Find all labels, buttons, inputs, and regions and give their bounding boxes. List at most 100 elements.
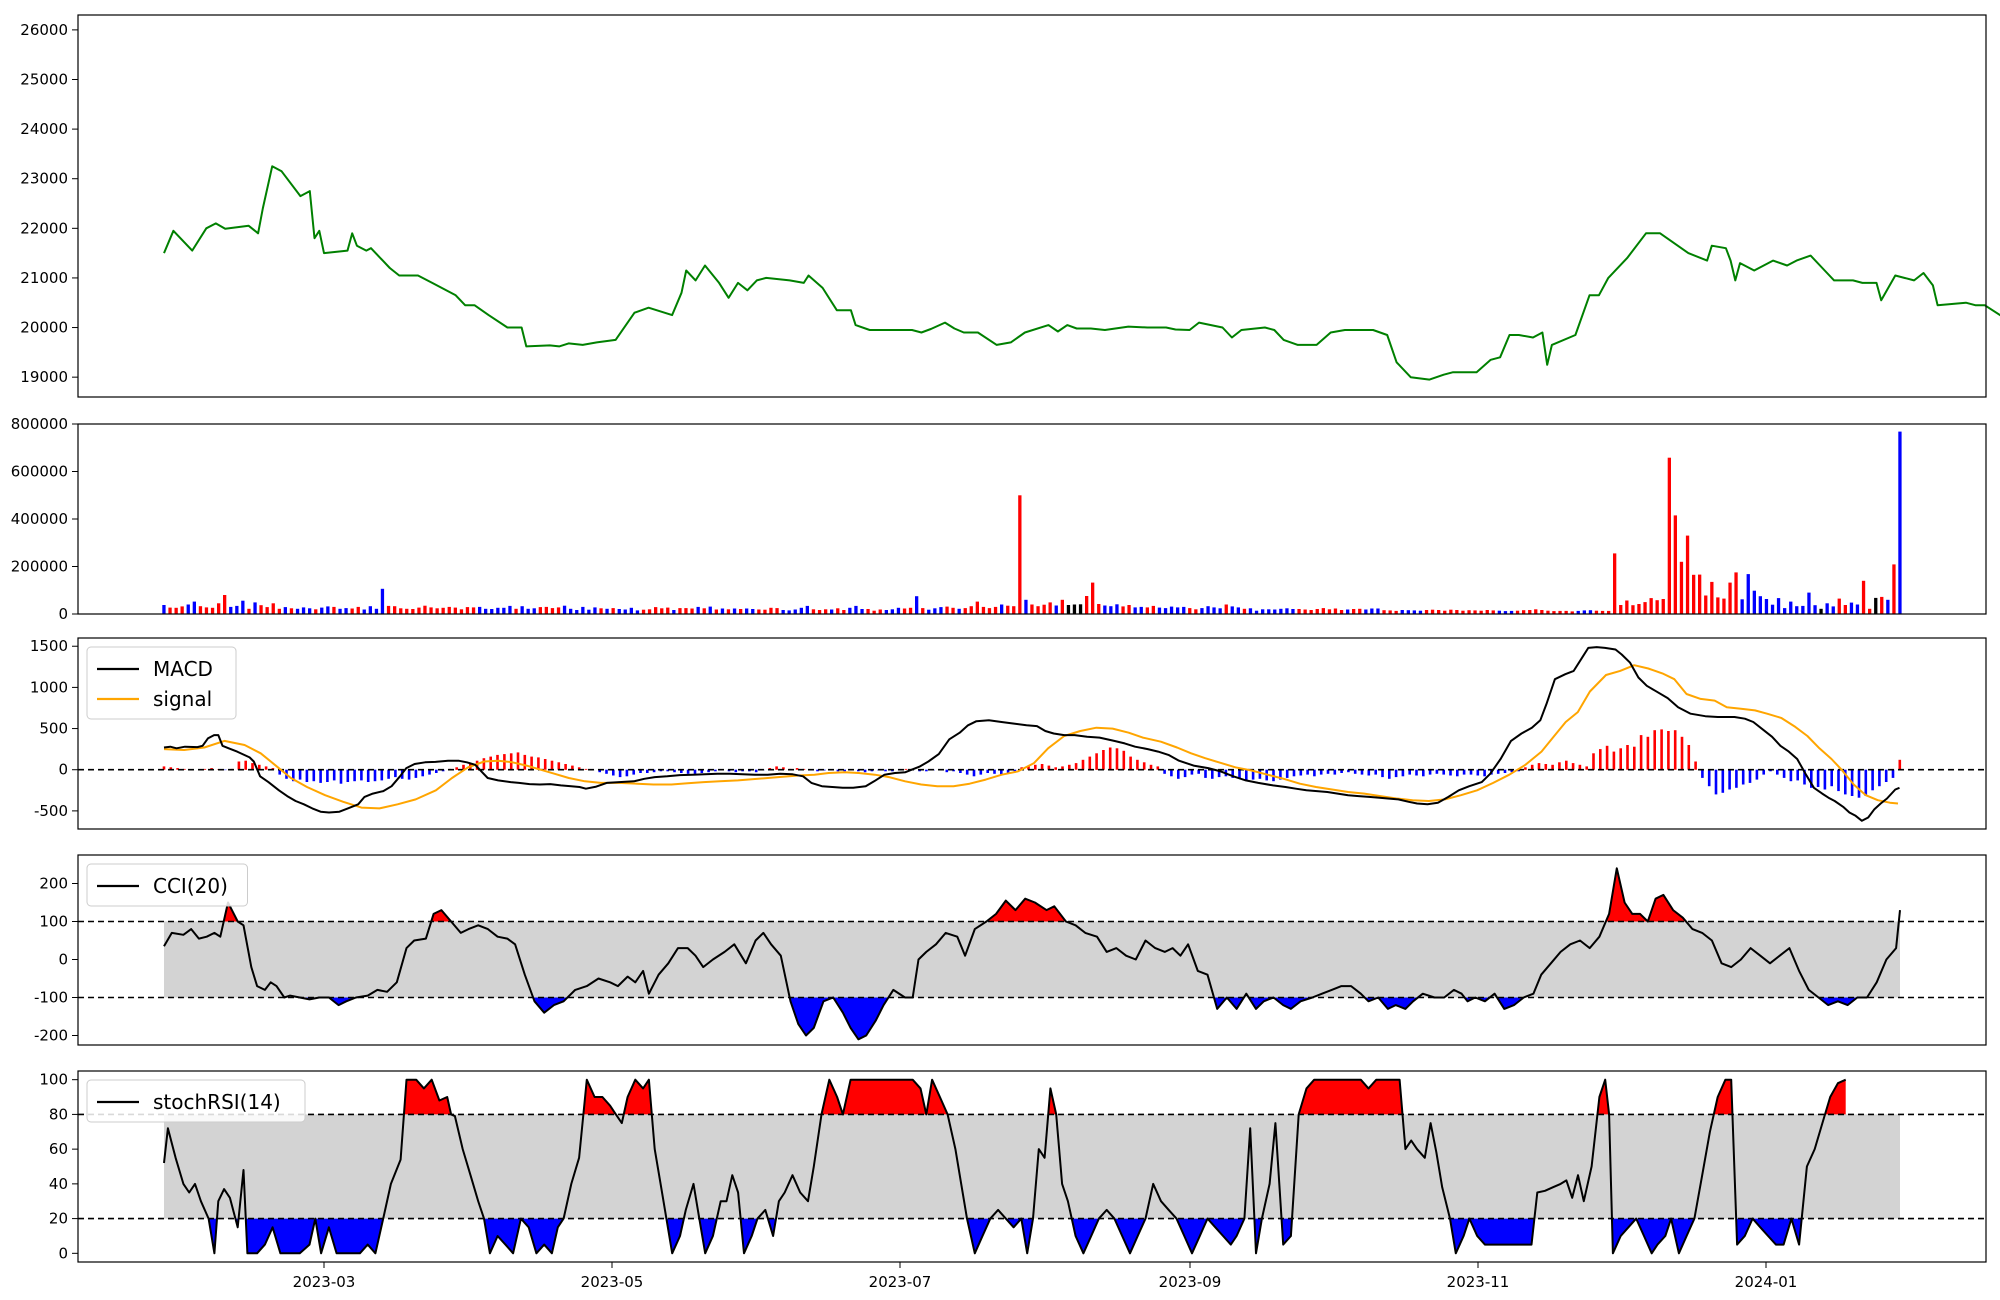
macd-histogram-bar: [1830, 769, 1833, 787]
volume-bar: [654, 607, 658, 614]
volume-bar: [1861, 580, 1866, 615]
macd-histogram-bar: [162, 766, 166, 770]
volume-bar: [320, 607, 324, 614]
volume-bar: [739, 609, 743, 614]
volume-bar: [198, 606, 203, 614]
volume-bar: [878, 609, 882, 614]
volume-bar: [289, 608, 294, 614]
stoch-ytick-label: 80: [49, 1105, 68, 1123]
volume-bar: [702, 608, 706, 614]
volume-bar: [1212, 607, 1216, 614]
macd-histogram-bar: [346, 769, 350, 782]
volume-bar: [283, 607, 287, 614]
macd-histogram-bar: [1782, 769, 1786, 778]
volume-bar: [1528, 610, 1532, 614]
macd-histogram-bar: [843, 769, 846, 772]
macd-histogram-bar: [1129, 756, 1132, 770]
volume-bar: [1018, 495, 1022, 615]
volume-bar: [1285, 608, 1289, 614]
volume-bar: [1679, 561, 1684, 615]
volume-bar: [854, 605, 858, 614]
volume-bar: [1825, 603, 1829, 614]
volume-bar: [1109, 606, 1113, 614]
volume-bar: [672, 610, 676, 614]
volume-bar: [447, 606, 451, 614]
macd-histogram-bar: [1102, 750, 1105, 770]
volume-bar: [1631, 605, 1635, 614]
volume-bar: [1534, 609, 1538, 615]
macd-histogram-bar: [1170, 769, 1173, 777]
macd-histogram-bar: [1211, 769, 1214, 779]
macd-histogram-bar: [1537, 763, 1541, 770]
macd-histogram-bar: [693, 769, 697, 774]
volume-bar: [1582, 610, 1586, 614]
macd-histogram-bar: [1694, 761, 1697, 770]
volume-bar: [1182, 606, 1186, 614]
volume-bar: [575, 610, 579, 614]
volume-bar: [647, 609, 652, 615]
volume-bar: [1012, 606, 1016, 614]
volume-bar: [781, 610, 785, 614]
macd-histogram-bar: [1810, 769, 1813, 788]
volume-bar: [1546, 610, 1550, 614]
volume-bar: [1655, 600, 1659, 614]
macd-histogram-bar: [1177, 769, 1180, 779]
macd-histogram-bar: [1156, 766, 1160, 770]
price-ytick-label: 19000: [20, 368, 68, 386]
macd-histogram-bar: [475, 760, 479, 770]
volume-bar: [908, 607, 913, 614]
macd-histogram-bar: [795, 768, 799, 770]
volume-bar: [696, 606, 700, 614]
macd-histogram-bar: [1558, 762, 1561, 770]
macd-histogram-bar: [1898, 759, 1902, 770]
macd-histogram-bar: [775, 766, 778, 770]
macd-histogram-bar: [1776, 769, 1779, 775]
macd-histogram-bar: [462, 764, 465, 770]
volume-bar: [1248, 608, 1253, 614]
macd-histogram-bar: [1735, 769, 1738, 788]
volume-bar: [453, 607, 457, 614]
volume-bar: [277, 608, 281, 614]
macd-histogram-bar: [435, 769, 438, 773]
volume-bar: [1619, 605, 1623, 614]
legend-label: signal: [153, 687, 212, 711]
macd-histogram-bar: [1401, 769, 1405, 777]
macd-histogram-bar: [339, 769, 343, 784]
macd-histogram-bar: [1122, 750, 1126, 770]
volume-bar: [1710, 581, 1714, 614]
volume-bar: [496, 607, 500, 614]
volume-bar: [1722, 598, 1726, 614]
macd-histogram-bar: [1190, 769, 1194, 775]
x-tick-label: 2023-03: [293, 1273, 356, 1291]
macd-histogram-bar: [523, 754, 527, 770]
macd-histogram-bar: [360, 769, 363, 781]
volume-bar: [423, 605, 427, 614]
volume-bar: [526, 608, 530, 614]
macd-histogram-bar: [1006, 769, 1010, 773]
macd-histogram-bar: [1381, 769, 1384, 778]
legend-box: [86, 1079, 306, 1123]
legend-box: [86, 646, 237, 720]
macd-histogram-bar: [1864, 769, 1868, 796]
volume-bar: [1613, 553, 1617, 614]
volume-bar: [1145, 607, 1149, 614]
volume-bar: [775, 608, 779, 614]
volume-bar: [660, 608, 664, 614]
macd-histogram-bar: [1728, 769, 1731, 790]
macd-histogram-bar: [387, 769, 390, 779]
volume-bar: [1424, 610, 1429, 614]
volume-bar: [1157, 607, 1162, 614]
volume-ytick-label: 200000: [11, 558, 68, 576]
volume-bar: [1036, 606, 1040, 614]
macd-histogram-bar: [1571, 763, 1575, 770]
macd-histogram-bar: [1245, 769, 1248, 781]
volume-bar: [1497, 610, 1501, 614]
volume-bar: [1072, 604, 1077, 614]
macd-histogram-bar: [183, 768, 186, 770]
stoch-band: [164, 1114, 1900, 1219]
macd-histogram-bar: [1326, 769, 1330, 774]
price-ytick-label: 20000: [20, 319, 68, 337]
volume-bar: [1880, 596, 1884, 614]
volume-bar: [538, 607, 542, 614]
volume-bar: [1552, 611, 1556, 614]
